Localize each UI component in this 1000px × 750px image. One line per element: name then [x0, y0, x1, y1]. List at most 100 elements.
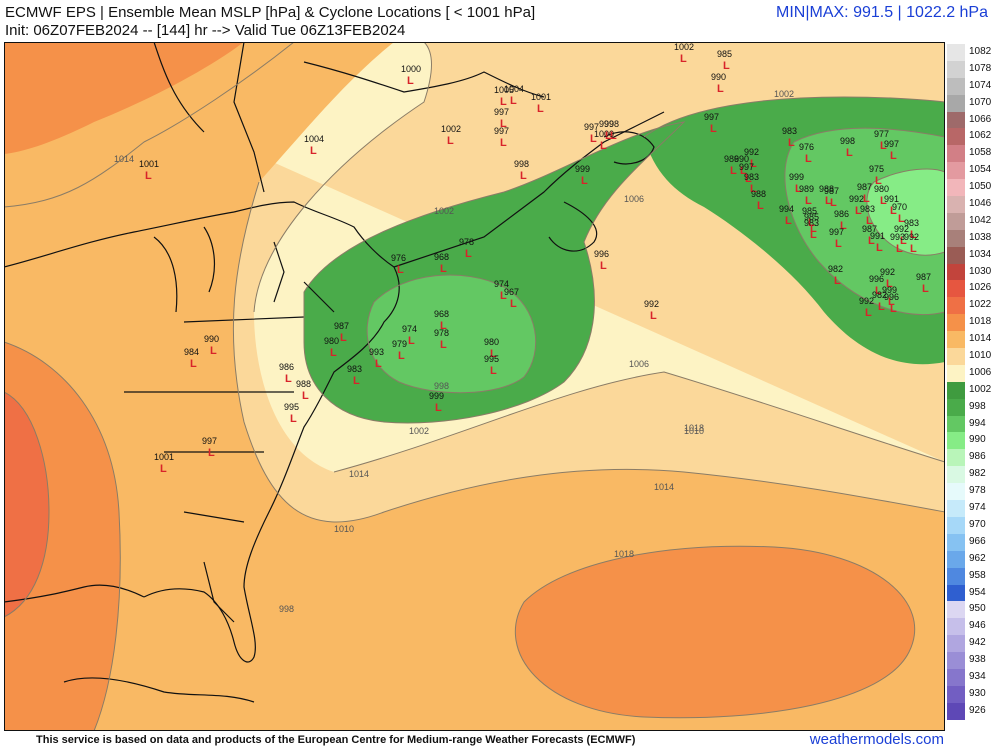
cyclone-pressure-label: 998: [604, 119, 619, 129]
cyclone-pressure-label: 991: [870, 231, 885, 241]
colorbar-swatch: [947, 145, 965, 163]
colorbar-swatch: [947, 466, 965, 484]
cyclone-pressure-label: 999: [789, 172, 804, 182]
low-symbol: L: [910, 229, 917, 241]
low-symbol: L: [880, 195, 887, 207]
low-symbol: L: [805, 153, 812, 165]
colorbar-label: 978: [969, 485, 986, 497]
low-symbol: L: [910, 243, 917, 255]
colorbar-swatch: [947, 398, 965, 416]
colorbar-swatch: [947, 702, 965, 720]
low-symbol: L: [510, 95, 517, 107]
low-symbol: L: [490, 365, 497, 377]
colorbar-label: 1034: [969, 248, 992, 260]
cyclone-pressure-label: 970: [892, 202, 907, 212]
low-symbol: L: [750, 158, 757, 170]
colorbar-swatch: [947, 364, 965, 382]
minmax-readout: MIN|MAX: 991.5 | 1022.2 hPa: [776, 4, 988, 21]
cyclone-pressure-label: 983: [347, 364, 362, 374]
colorbar-step: 1030: [947, 263, 1000, 281]
colorbar-label: 998: [969, 400, 986, 412]
colorbar-step: 998: [947, 398, 1000, 416]
isobar-label: 1002: [434, 206, 454, 216]
cyclone-pressure-label: 999: [882, 285, 897, 295]
land-outlines: [4, 42, 665, 703]
colorbar-label: 1038: [969, 231, 992, 243]
cyclone-pressure-label: 992: [859, 296, 874, 306]
colorbar-step: 1022: [947, 297, 1000, 315]
colorbar-step: 1010: [947, 348, 1000, 365]
colorbar-step: 954: [947, 584, 1000, 602]
colorbar-step: 934: [947, 668, 1000, 686]
colorbar-swatch: [947, 516, 965, 534]
low-symbol: L: [285, 373, 292, 385]
low-symbol: L: [407, 75, 414, 87]
pressure-map: 1002 1006 1010 1014 1018 998 1014 1018 1006 1010 1…: [4, 42, 945, 731]
colorbar-step: 974: [947, 500, 1000, 517]
cyclone-pressure-label: 1005: [494, 85, 514, 95]
colorbar-label: 1050: [969, 181, 992, 193]
low-symbol: L: [745, 173, 752, 185]
site-link[interactable]: weathermodels.com: [809, 731, 944, 748]
colorbar-step: 966: [947, 533, 1000, 551]
cyclone-pressure-label: 999: [599, 119, 614, 129]
low-symbol: L: [788, 137, 795, 149]
cyclone-pressure-label: 968: [434, 309, 449, 319]
colorbar-step: 970: [947, 516, 1000, 534]
cyclone-pressure-label: 999: [575, 164, 590, 174]
cyclone-pressure-label: 985: [804, 212, 819, 222]
pressure-colorbar: 1082 1078 1074 1070 1066 1062 1058 1054 1050 1046…: [947, 44, 1000, 720]
isobar-label: 1014: [114, 154, 134, 164]
cyclone-pressure-label: 992: [849, 194, 864, 204]
low-symbol: L: [340, 332, 347, 344]
low-symbol: L: [880, 140, 887, 152]
low-symbol: L: [730, 165, 737, 177]
cyclone-pressure-label: 990: [204, 334, 219, 344]
isobar-label: 998: [279, 604, 294, 614]
cyclone-pressure-label: 997: [202, 436, 217, 446]
isobar-label: 1018: [684, 423, 704, 433]
cyclone-pressure-label: 974: [402, 324, 417, 334]
isobar-fill-1022: [4, 392, 49, 617]
colorbar-label: 926: [969, 704, 986, 716]
colorbar-label: 1078: [969, 62, 992, 74]
init-valid-line: Init: 06Z07FEB2024 -- [144] hr --> Valid…: [5, 22, 406, 39]
colorbar-swatch: [947, 635, 965, 653]
cyclone-pressure-label: 983: [744, 172, 759, 182]
isobar-fill-998-coastal: [367, 275, 536, 393]
cyclone-pressure-label: 994: [779, 204, 794, 214]
colorbar-label: 970: [969, 518, 986, 530]
isobar-label: 998: [434, 381, 449, 391]
low-symbol: L: [490, 348, 497, 360]
cyclone-pressure-label: 998: [514, 159, 529, 169]
cyclone-pressure-label: 987: [824, 186, 839, 196]
cyclone-pressure-label: 986: [279, 362, 294, 372]
colorbar-swatch: [947, 44, 965, 61]
low-symbol: L: [398, 350, 405, 362]
cyclone-pressure-label: 985: [717, 49, 732, 59]
colorbar-step: 962: [947, 550, 1000, 568]
cyclone-pressure-label: 980: [484, 337, 499, 347]
low-symbol: L: [397, 264, 404, 276]
colorbar-label: 1006: [969, 366, 992, 378]
colorbar-step: 1018: [947, 314, 1000, 332]
colorbar-swatch: [947, 618, 965, 636]
